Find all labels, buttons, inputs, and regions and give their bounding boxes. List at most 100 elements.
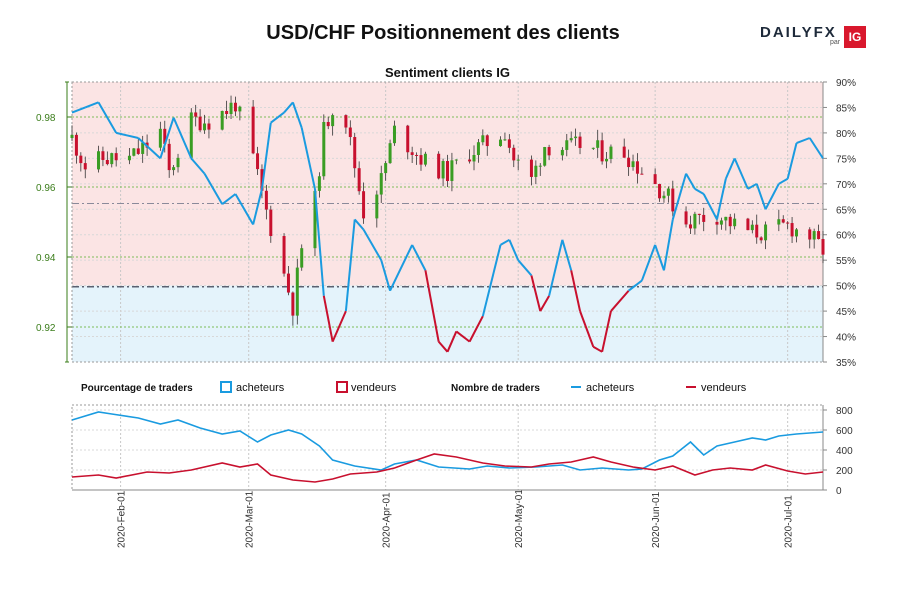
left-axis-label: 0.98: [36, 113, 56, 124]
candle-body: [406, 125, 410, 153]
sentiment-line-segment: [808, 137, 824, 159]
candle-body: [596, 140, 600, 148]
count-series-acheteurs: [71, 411, 824, 471]
x-tick-label: 2020-Feb-01: [117, 490, 128, 548]
sentiment-line-segment: [561, 239, 573, 271]
sentiment-line-segment: [344, 219, 356, 312]
candle-body: [516, 159, 520, 161]
sentiment-line-segment: [411, 244, 427, 271]
legend-sell-swatch: [336, 381, 348, 393]
candle-body: [132, 148, 136, 156]
sentiment-line-segment: [654, 244, 665, 271]
candle-body: [384, 163, 388, 174]
count-axis-label: 400: [836, 446, 853, 457]
sentiment-line-segment: [331, 310, 347, 343]
candle-body: [627, 157, 631, 168]
candle-body: [764, 224, 768, 241]
candle-body: [534, 165, 538, 177]
candle-body: [454, 159, 458, 161]
legend-pct-sell: vendeurs: [351, 382, 397, 394]
candle-body: [317, 176, 321, 191]
sentiment-line-segment: [733, 157, 749, 190]
sentiment-line-segment: [481, 244, 502, 317]
candle-body: [348, 127, 352, 138]
sentiment-line-segment: [437, 340, 449, 353]
sentiment-line-segment: [424, 270, 440, 342]
candle-body: [410, 152, 414, 155]
right-axis-label: 75%: [836, 154, 856, 165]
candle-body: [574, 136, 578, 139]
sentiment-line-segment: [640, 244, 657, 281]
candle-body: [194, 112, 198, 117]
candle-body: [543, 147, 547, 166]
sentiment-line-segment: [159, 117, 175, 159]
sentiment-line-segment: [548, 239, 564, 297]
left-axis-label: 0.96: [36, 183, 56, 194]
candle-body: [110, 153, 114, 165]
sentiment-line-segment: [221, 193, 237, 205]
sentiment-line-segment: [362, 229, 383, 261]
candle-body: [375, 194, 379, 219]
right-axis-label: 90%: [836, 78, 856, 89]
sentiment-line-segment: [517, 259, 533, 277]
right-axis-label: 70%: [836, 180, 856, 191]
sentiment-line-segment: [539, 295, 550, 312]
candle-body: [269, 209, 273, 237]
legend-pct-label: Pourcentage de traders: [81, 383, 193, 394]
sentiment-line-segment: [172, 117, 193, 159]
candle-body: [499, 139, 503, 147]
sentiment-line-segment: [84, 101, 99, 109]
sentiment-line-segment: [796, 137, 811, 145]
legend-buy-swatch: [220, 381, 232, 393]
legend-count-buy: acheteurs: [586, 382, 635, 394]
candle-body: [468, 159, 472, 162]
candle-body: [578, 136, 582, 148]
ig-logo-icon: IG: [844, 26, 866, 48]
sentiment-line-segment: [468, 315, 484, 343]
right-axis-label: 65%: [836, 205, 856, 216]
candle-body: [441, 161, 445, 179]
candle-body: [362, 191, 366, 219]
candle-body: [251, 106, 255, 154]
candle-body: [419, 155, 423, 165]
sentiment-line-segment: [592, 345, 603, 353]
candle-body: [286, 273, 290, 293]
candle-body: [141, 142, 145, 154]
candle-body: [322, 121, 326, 177]
x-tick-label: 2020-Jul-01: [784, 495, 795, 548]
count-axis-label: 800: [836, 406, 853, 417]
candle-body: [755, 224, 759, 238]
candle-body: [189, 112, 193, 158]
sentiment-line-segment: [715, 178, 727, 220]
candle-body: [101, 151, 105, 160]
candle-body: [817, 231, 821, 240]
candle-body: [295, 267, 299, 316]
candle-body: [503, 139, 507, 141]
sentiment-line-segment: [579, 310, 595, 348]
candle-body: [600, 140, 604, 162]
sentiment-line-segment: [778, 177, 789, 185]
sentiment-line-segment: [702, 193, 718, 220]
candle-body: [719, 220, 723, 225]
candle-body: [264, 190, 268, 210]
candle-body: [260, 169, 264, 191]
candle-body: [437, 153, 441, 179]
right-axis-label: 40%: [836, 333, 856, 344]
sentiment-line-segment: [322, 295, 334, 342]
sentiment-line-segment: [190, 157, 206, 175]
candle-body: [415, 154, 419, 156]
candle-body: [790, 223, 794, 237]
panel-subtitle: Sentiment clients IG: [385, 65, 510, 80]
candle-body: [127, 155, 131, 161]
candle-body: [233, 102, 237, 112]
candle-body: [693, 213, 697, 229]
candle-body: [821, 239, 825, 255]
sentiment-line-segment: [270, 111, 285, 124]
left-axis-label: 0.94: [36, 253, 56, 264]
sentiment-line-segment: [283, 101, 294, 114]
x-tick-label: 2020-Jun-01: [651, 491, 662, 548]
candle-body: [331, 115, 335, 127]
candle-body: [759, 237, 763, 241]
count-axis-label: 200: [836, 466, 853, 477]
